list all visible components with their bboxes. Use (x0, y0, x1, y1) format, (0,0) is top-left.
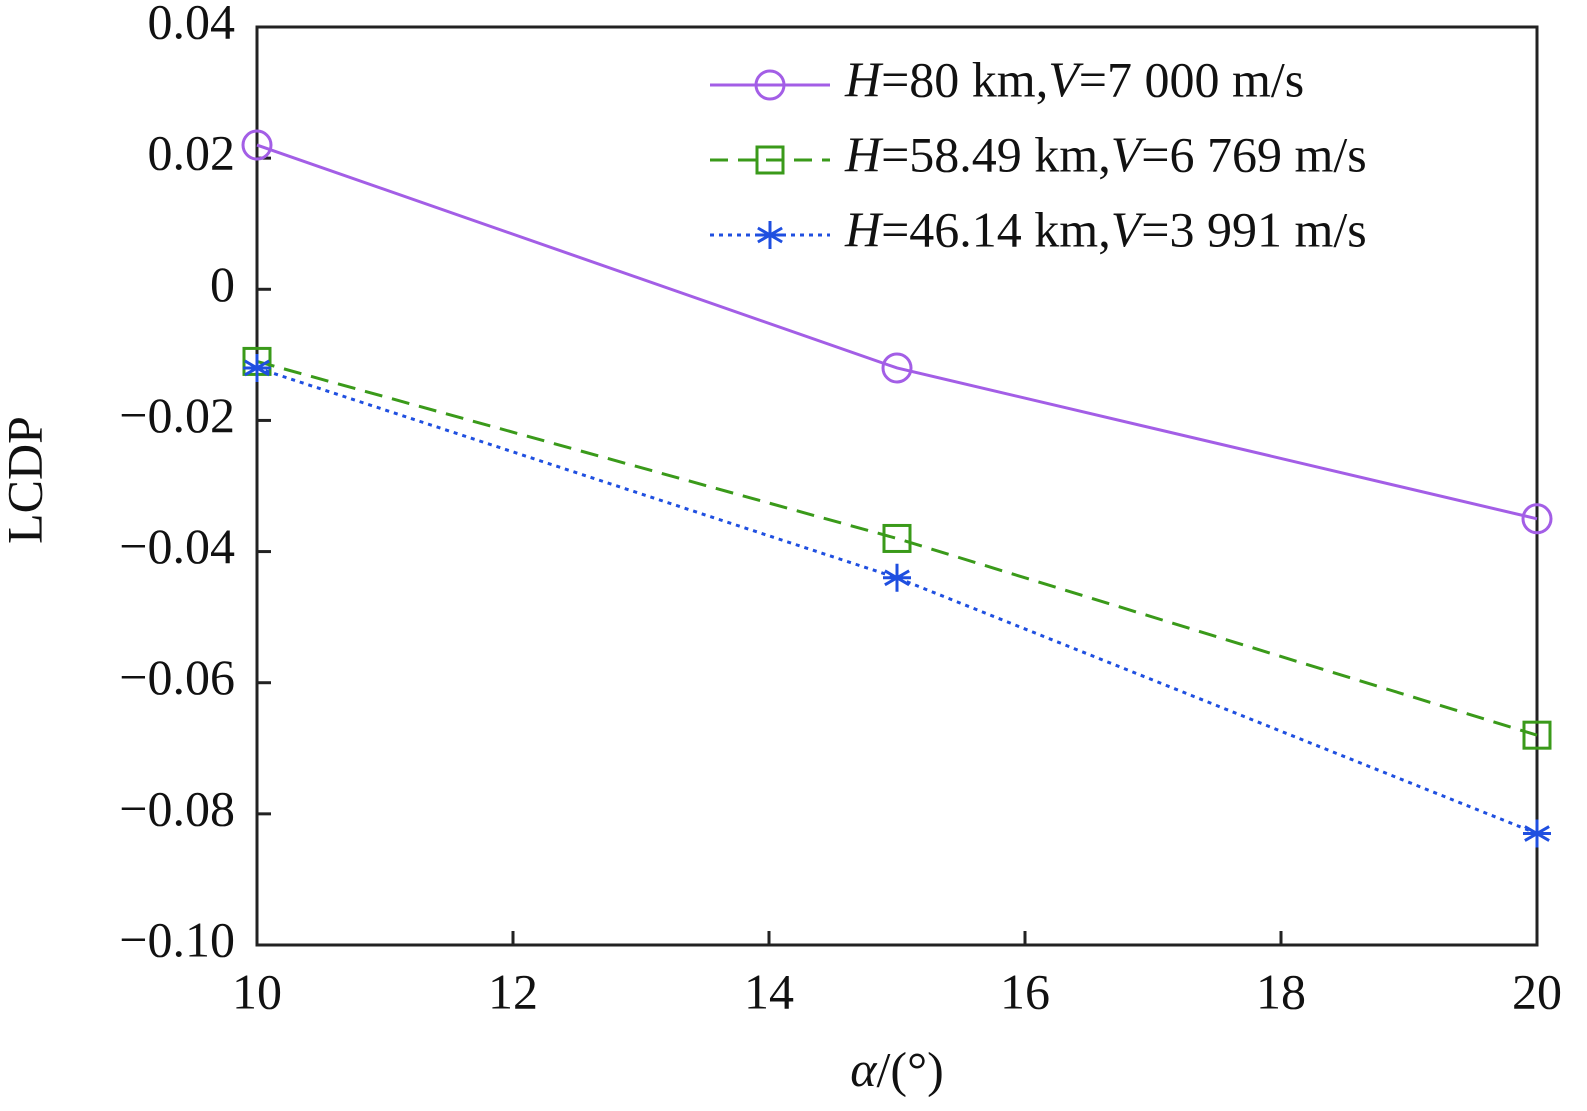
plot-frame (255, 25, 1539, 947)
y-tick-label: 0 (210, 256, 235, 312)
legend-marker (754, 69, 786, 101)
marker (882, 523, 912, 553)
marker (1523, 819, 1551, 848)
x-tick-label: 20 (1512, 963, 1562, 1019)
y-tick-label: −0.02 (119, 387, 235, 443)
y-tick-label: −0.04 (119, 518, 235, 574)
y-tick-label: −0.08 (119, 780, 235, 836)
legend-label: H=80 km,V=7 000 m/s (844, 51, 1304, 107)
series-line (256, 359, 1538, 737)
x-axis-label: α/(°) (850, 1041, 943, 1097)
series-line (256, 143, 1538, 521)
x-tick-label: 18 (1256, 963, 1306, 1019)
marker (1522, 720, 1552, 750)
marker (1521, 503, 1553, 535)
y-tick-label: −0.06 (119, 649, 235, 705)
y-tick-label: 0.02 (148, 125, 236, 181)
legend-label: H=58.49 km,V=6 769 m/s (844, 126, 1367, 182)
y-tick-label: 0.04 (148, 0, 236, 49)
legend-label: H=46.14 km,V=3 991 m/s (844, 201, 1367, 257)
marker (241, 129, 273, 161)
x-tick-label: 16 (1000, 963, 1050, 1019)
y-axis-label: LCDP (0, 416, 52, 544)
series-line (256, 366, 1538, 835)
marker (881, 352, 913, 384)
marker (883, 563, 911, 592)
marker (243, 353, 271, 382)
y-tick-label: −0.10 (119, 911, 235, 967)
x-tick-label: 10 (232, 963, 282, 1019)
legend-marker (755, 145, 785, 175)
legend-marker (756, 221, 784, 249)
x-tick-label: 12 (488, 963, 538, 1019)
x-tick-label: 14 (744, 963, 794, 1019)
